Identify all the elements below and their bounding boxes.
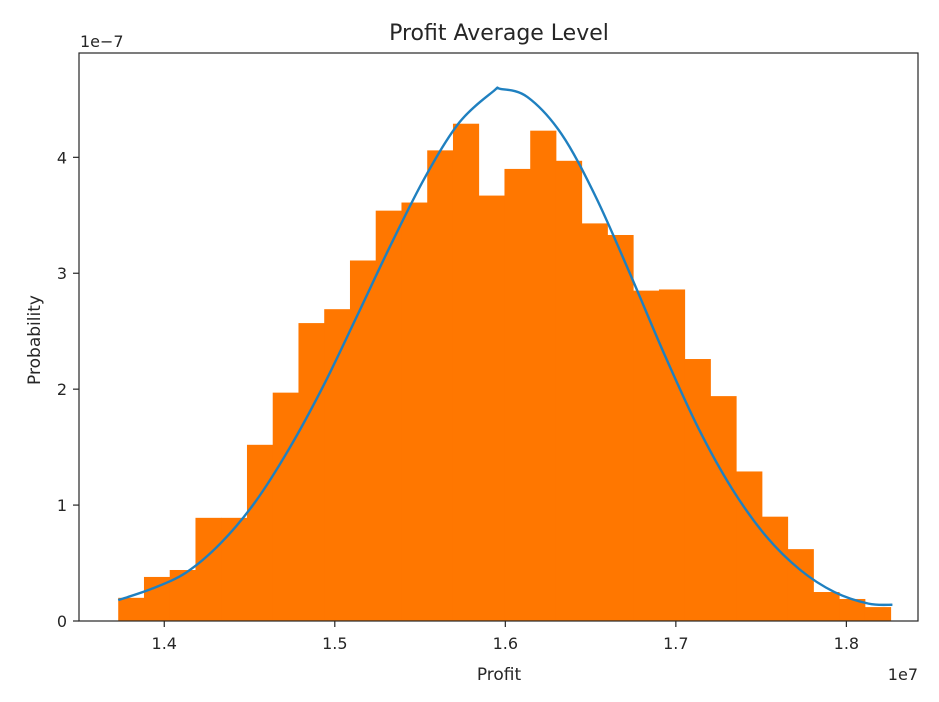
histogram-bar [607,234,634,622]
y-tick-label: 2 [57,380,67,399]
y-tick-label: 3 [57,264,67,283]
histogram-bar [375,210,402,621]
y-tick-label: 1 [57,496,67,515]
y-tick-label: 0 [57,612,67,631]
histogram-bar [478,195,505,621]
histogram-bar [864,607,892,621]
chart-title: Profit Average Level [389,21,609,46]
histogram-bar [761,516,789,621]
plot-frame [78,52,919,622]
histogram-bar [633,290,660,621]
histogram-bar [839,598,866,621]
density-curve [117,86,893,607]
histogram-bar [658,289,686,621]
x-tick-label: 1.5 [322,634,347,653]
histogram-bar [787,549,814,621]
x-axis-label: Profit [477,665,522,685]
x-tick-label: 1.7 [663,634,688,653]
histogram-bar [736,471,763,621]
y-offset-label: 1e−7 [80,32,124,51]
histogram-bar [324,309,351,621]
histogram-bar [349,260,377,621]
histogram-bar [272,392,299,621]
histogram-bar [504,168,531,621]
histogram-bar [298,323,325,621]
histogram-bar [246,444,274,621]
histogram-bars [118,123,892,622]
histogram-bar [710,396,737,621]
histogram-bar [401,202,428,621]
x-axis-ticks: 1.4 1.5 1.6 1.7 1.8 [152,621,859,653]
histogram-bar [684,359,711,621]
histogram-bar [221,517,248,621]
x-offset-label: 1e7 [888,665,918,684]
histogram-bar [195,517,222,621]
y-tick-label: 4 [57,148,67,167]
histogram-bar [452,123,480,621]
histogram-bar [530,130,557,621]
x-tick-label: 1.8 [834,634,859,653]
histogram-bar [555,160,583,621]
x-tick-label: 1.6 [493,634,518,653]
y-axis-ticks: 0 1 2 3 4 [57,148,79,631]
y-axis-label: Probability [25,295,45,385]
histogram-bar [169,569,196,621]
histogram-bar [118,597,145,621]
histogram-bar [813,592,840,621]
histogram-bar [427,150,454,621]
density-curve-layer [117,86,893,607]
x-tick-label: 1.4 [152,634,177,653]
histogram-bar [581,223,608,621]
